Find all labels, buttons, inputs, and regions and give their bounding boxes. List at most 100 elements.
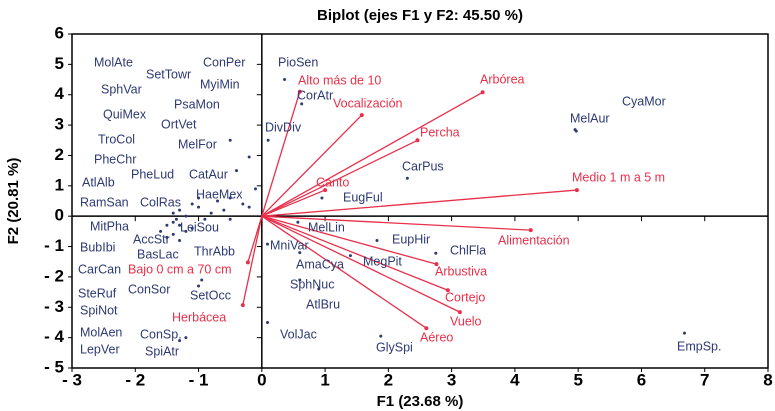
vector-tip bbox=[240, 303, 245, 308]
y-tick-label: 3 bbox=[55, 115, 64, 134]
point-label: BubIbi bbox=[80, 240, 115, 254]
point bbox=[216, 199, 220, 203]
vector-label: Vuelo bbox=[450, 314, 482, 328]
point-label: PheChr bbox=[94, 152, 136, 166]
point-label: HaeMex bbox=[196, 187, 243, 201]
point-label: PsaMon bbox=[174, 97, 220, 111]
vector-label: Vocalización bbox=[333, 96, 403, 110]
vector bbox=[261, 215, 437, 265]
point-label: EugFul bbox=[343, 190, 383, 204]
point bbox=[200, 278, 204, 282]
point-label: BasLac bbox=[137, 247, 179, 261]
vector-tip bbox=[528, 228, 533, 233]
point-label: PioSen bbox=[278, 55, 318, 69]
x-tick-label: 3 bbox=[447, 370, 456, 389]
x-tick-label: - 2 bbox=[125, 370, 145, 389]
point bbox=[266, 138, 270, 142]
point-label: MyiMin bbox=[200, 77, 240, 91]
x-tick-label: - 1 bbox=[189, 370, 209, 389]
y-axis-label: F2 (20.81 %) bbox=[5, 158, 22, 245]
point-label: MolAte bbox=[94, 55, 133, 69]
point-label: ConSp. bbox=[140, 327, 182, 341]
point-label: ChlFla bbox=[450, 243, 486, 257]
x-tick-label: 1 bbox=[320, 370, 329, 389]
vector bbox=[247, 215, 263, 263]
vector bbox=[261, 215, 427, 329]
point bbox=[228, 138, 232, 142]
point bbox=[165, 223, 169, 227]
vector bbox=[261, 91, 483, 217]
point bbox=[209, 211, 213, 215]
vector-tip bbox=[445, 288, 450, 293]
point bbox=[228, 196, 232, 200]
vector-label: Herbácea bbox=[172, 310, 226, 324]
vector-tip bbox=[457, 310, 462, 315]
point bbox=[190, 202, 194, 206]
point bbox=[190, 226, 194, 230]
point bbox=[379, 334, 383, 338]
x-tick-label: 2 bbox=[384, 370, 393, 389]
point bbox=[375, 238, 379, 242]
point bbox=[266, 242, 270, 246]
point-label: VolJac bbox=[280, 327, 317, 341]
y-tick-label: 1 bbox=[55, 175, 64, 194]
y-tick-label: - 5 bbox=[44, 357, 64, 376]
point-label: SphVar bbox=[101, 82, 142, 96]
point bbox=[184, 214, 188, 218]
vector-label: Canto bbox=[316, 175, 349, 189]
y-tick-label: 4 bbox=[55, 84, 65, 103]
point bbox=[228, 217, 232, 221]
point bbox=[197, 196, 201, 200]
point bbox=[266, 320, 270, 324]
point-label: SteRuf bbox=[78, 286, 117, 300]
point-label: MegPit bbox=[363, 254, 402, 268]
point bbox=[348, 254, 352, 258]
y-tick-label: - 4 bbox=[44, 327, 64, 346]
point-label: AtlAlb bbox=[82, 175, 115, 189]
plot-frame bbox=[71, 33, 769, 369]
vector bbox=[261, 139, 418, 217]
vector-tip bbox=[359, 113, 364, 118]
x-tick-label: 0 bbox=[257, 370, 266, 389]
point-label: CorAtr bbox=[297, 88, 333, 102]
point-label: ColRas bbox=[140, 195, 181, 209]
point bbox=[235, 169, 239, 173]
point-label: MelFor bbox=[178, 137, 217, 151]
y-tick-label: 6 bbox=[55, 23, 64, 42]
point-label: MolAen bbox=[80, 325, 122, 339]
point bbox=[405, 176, 409, 180]
point bbox=[171, 232, 175, 236]
point-label: EupHir bbox=[392, 232, 430, 246]
y-tick-label: 2 bbox=[55, 145, 64, 164]
point-label: MniVar bbox=[270, 238, 309, 252]
point-label: SpiNot bbox=[80, 303, 118, 317]
point bbox=[171, 211, 175, 215]
point bbox=[165, 235, 169, 239]
vector-tip bbox=[297, 89, 302, 94]
y-tick-label: 5 bbox=[55, 54, 64, 73]
point bbox=[174, 217, 178, 221]
point bbox=[159, 229, 163, 233]
point-label: RamSan bbox=[80, 195, 129, 209]
point bbox=[300, 102, 304, 106]
point-label: SpiAtr bbox=[145, 344, 179, 358]
point bbox=[171, 220, 175, 224]
point bbox=[241, 202, 245, 206]
vector-label: Medio 1 m a 5 m bbox=[572, 170, 665, 184]
point-label: CatAur bbox=[189, 167, 228, 181]
vector bbox=[242, 216, 263, 306]
vector-label: Aéreo bbox=[420, 330, 453, 344]
point bbox=[434, 251, 438, 255]
point bbox=[247, 205, 251, 209]
point bbox=[320, 196, 324, 200]
vector-tip bbox=[415, 138, 420, 143]
point-label: AmaCya bbox=[296, 257, 344, 271]
chart-title: Biplot (ejes F1 y F2: 45.50 %) bbox=[317, 7, 523, 24]
vector-label: Bajo 0 cm a 70 cm bbox=[128, 262, 232, 276]
point bbox=[283, 78, 287, 82]
point-label: SetTowr bbox=[146, 67, 191, 81]
point-label: OrtVet bbox=[161, 117, 197, 131]
point bbox=[298, 278, 302, 282]
vector-tip bbox=[424, 326, 429, 331]
